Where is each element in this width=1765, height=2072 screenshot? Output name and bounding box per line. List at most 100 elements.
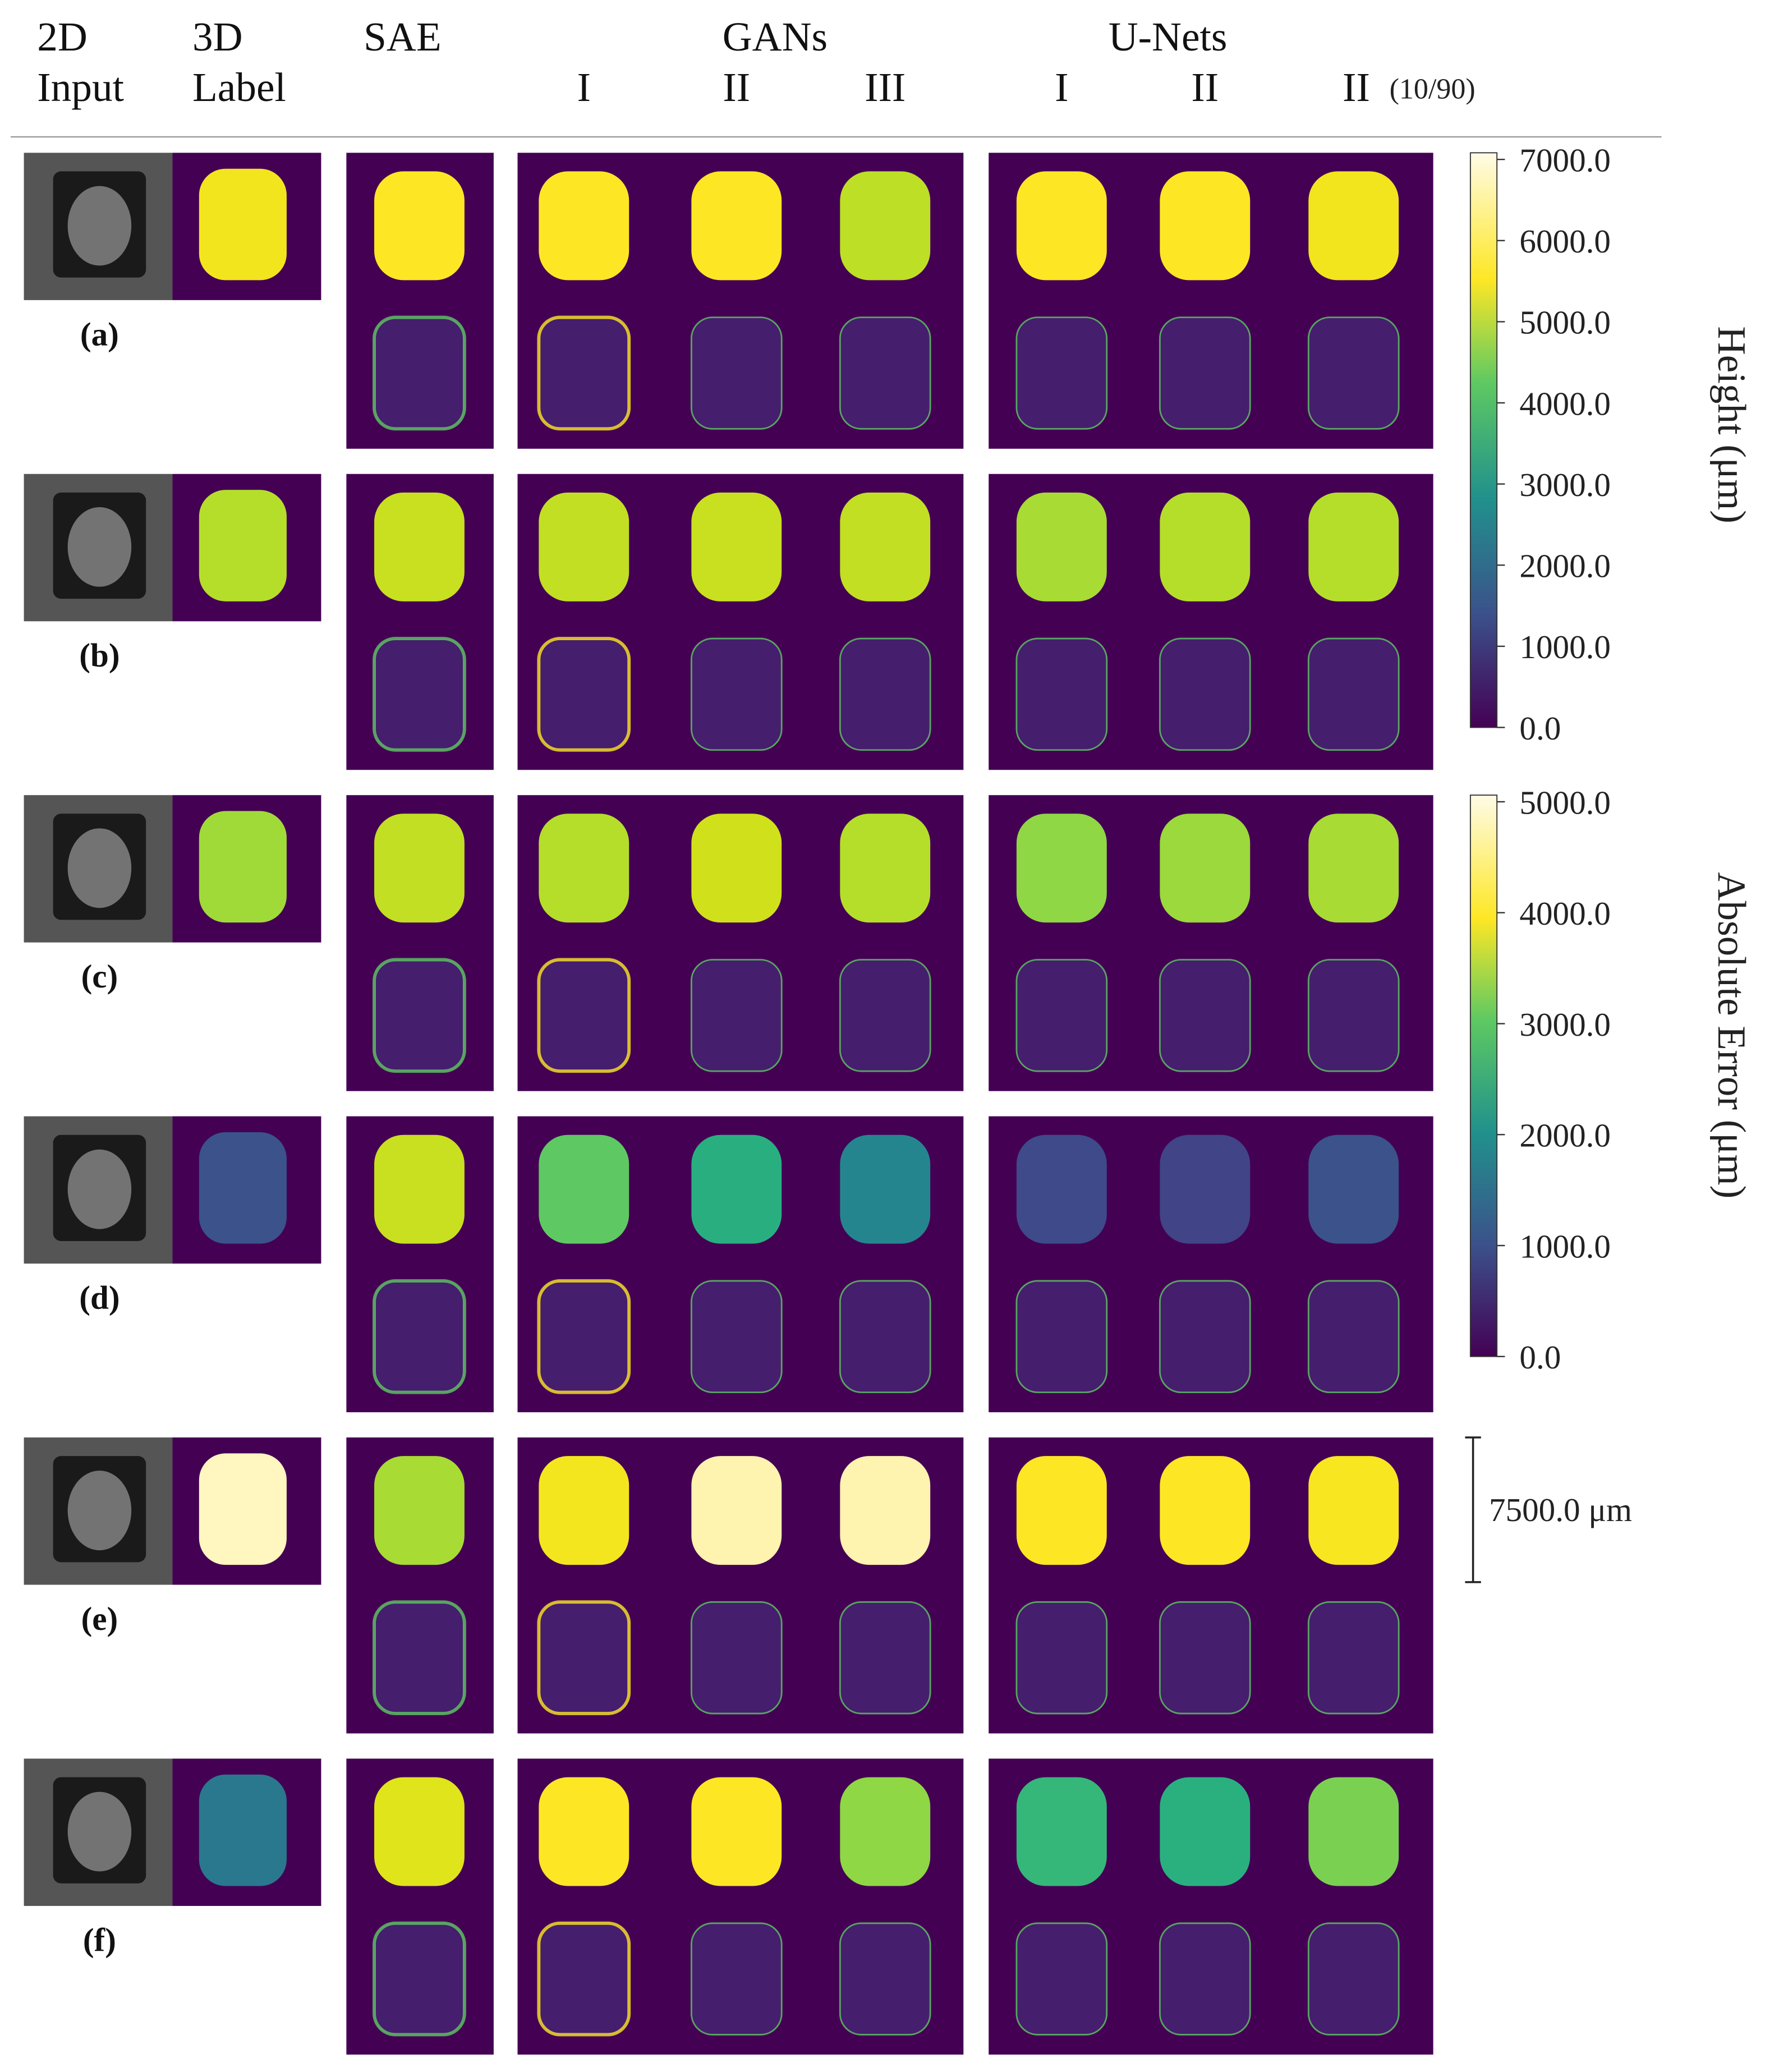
- error-map: [1159, 959, 1251, 1072]
- input-sample: [67, 1149, 132, 1229]
- label-blob: [199, 811, 287, 923]
- sample-row: (d): [24, 1116, 1433, 1413]
- prediction-blob: [840, 1134, 931, 1244]
- error-map: [373, 1600, 466, 1716]
- error-map: [1015, 316, 1108, 430]
- error-map: [690, 1280, 783, 1394]
- prediction-blob: [539, 1777, 629, 1886]
- error-map: [690, 316, 783, 430]
- error-map: [839, 1280, 931, 1394]
- error-map: [1159, 637, 1251, 751]
- error-map: [373, 1921, 466, 2037]
- prediction-blob: [1016, 1456, 1107, 1565]
- sample-row: (e): [24, 1437, 1433, 1734]
- tick-label: 5000.0: [1519, 304, 1611, 341]
- prediction-blob: [1308, 171, 1399, 281]
- error-map: [1307, 1922, 1400, 2036]
- sample-row: (b): [24, 474, 1433, 770]
- prediction-blob: [691, 492, 782, 601]
- error-map: [537, 315, 631, 431]
- tick-label: 0.0: [1519, 1339, 1561, 1376]
- prediction-blob: [1160, 1777, 1251, 1886]
- prediction-blob: [1160, 814, 1251, 923]
- header-text: U-Nets: [1109, 14, 1228, 59]
- header-note: (10/90): [1390, 73, 1476, 105]
- error-map: [373, 1279, 466, 1394]
- error-map: [1015, 1922, 1108, 2036]
- header-text: II: [723, 65, 750, 110]
- prediction-blob: [539, 1134, 629, 1244]
- error-map: [839, 1922, 931, 2036]
- prediction-blob: [840, 1777, 931, 1886]
- error-map: [1307, 316, 1400, 430]
- prediction-blob: [691, 1456, 782, 1565]
- scale-bar: [1465, 1436, 1481, 1583]
- sample-row: (c): [24, 795, 1433, 1091]
- error-map: [537, 1279, 631, 1394]
- header-text: 2D: [37, 14, 88, 59]
- prediction-blob: [1308, 1456, 1399, 1565]
- prediction-blob: [374, 492, 465, 601]
- header-text: II: [1343, 65, 1370, 110]
- prediction-blob: [539, 1456, 629, 1565]
- tick-label: 6000.0: [1519, 223, 1611, 260]
- prediction-blob: [840, 814, 931, 923]
- label-blob: [199, 490, 287, 601]
- error-map: [690, 1922, 783, 2036]
- colorbar: [1469, 152, 1498, 728]
- prediction-blob: [1160, 171, 1251, 281]
- input-sample: [67, 186, 132, 266]
- header-text: I: [577, 65, 591, 110]
- tick-label: 7000.0: [1519, 141, 1611, 178]
- header-text: I: [1055, 65, 1068, 110]
- header-text: Input: [37, 65, 124, 110]
- tick-label: 0.0: [1519, 710, 1561, 747]
- prediction-blob: [1308, 1777, 1399, 1886]
- prediction-blob: [691, 171, 782, 281]
- prediction-blob: [691, 1777, 782, 1886]
- error-map: [537, 1921, 631, 2037]
- error-map: [690, 959, 783, 1072]
- header-text: SAE: [364, 14, 442, 59]
- row-label: (a): [80, 315, 119, 352]
- tick-label: 4000.0: [1519, 385, 1611, 422]
- prediction-blob: [1160, 1134, 1251, 1244]
- row-label: (c): [81, 958, 118, 995]
- label-blob: [199, 168, 287, 281]
- rows: (a) (b) (c) (d) (e) (f): [24, 153, 1433, 2055]
- prediction-blob: [1016, 1134, 1107, 1244]
- error-map: [537, 1600, 631, 1716]
- error-map: [373, 637, 466, 752]
- tick-label: 1000.0: [1519, 628, 1611, 665]
- error-map: [1307, 637, 1400, 751]
- prediction-blob: [840, 171, 931, 281]
- error-map: [839, 959, 931, 1072]
- header-text: GANs: [723, 14, 828, 59]
- label-blob: [199, 1774, 287, 1886]
- prediction-blob: [691, 814, 782, 923]
- label-blob: [199, 1132, 287, 1244]
- header-text: II: [1191, 65, 1219, 110]
- prediction-blob: [1308, 814, 1399, 923]
- prediction-blob: [539, 171, 629, 281]
- tick-label: 2000.0: [1519, 1117, 1611, 1154]
- scale-bar-label: 7500.0 μm: [1489, 1491, 1632, 1528]
- error-map: [1307, 1601, 1400, 1715]
- prediction-blob: [1016, 171, 1107, 281]
- prediction-blob: [1308, 1134, 1399, 1244]
- input-sample: [67, 1791, 132, 1872]
- sample-row: (a): [24, 153, 1433, 449]
- colorbar: [1469, 794, 1498, 1357]
- error-map: [1159, 1280, 1251, 1394]
- prediction-blob: [374, 171, 465, 281]
- row-label: (e): [81, 1600, 118, 1637]
- error-colorbar: 5000.0 4000.0 3000.0 2000.0 1000.0 0.0 Absolu…: [1469, 784, 1753, 1376]
- header: 2D 3D SAE GANs U-Nets Input Label I II I…: [10, 14, 1662, 138]
- header-text: Label: [192, 65, 286, 110]
- height-colorbar: 7000.0 6000.0 5000.0 4000.0 3000.0 2000.0 1000…: [1469, 141, 1753, 747]
- header-text: 3D: [192, 14, 243, 59]
- error-map: [839, 316, 931, 430]
- prediction-blob: [374, 814, 465, 923]
